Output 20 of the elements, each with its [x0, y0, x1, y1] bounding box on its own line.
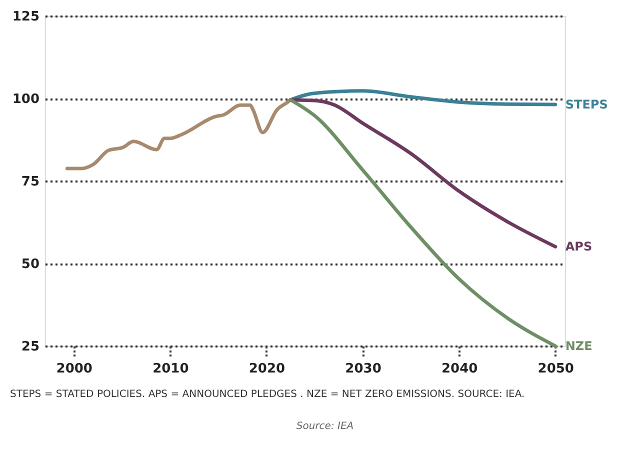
- y-tick-label: 75: [21, 174, 40, 190]
- x-tick-label: 2020: [248, 362, 286, 376]
- y-tick-label: 50: [21, 257, 40, 272]
- series-label: APS: [565, 240, 592, 254]
- series-label: NZE: [565, 339, 592, 353]
- line-series: [288, 89, 558, 106]
- text: STEPS = STATED POLICIES. APS = ANNOUNCED PLEDGES . NZE = NET ZERO EMISSIONS. SOURCE: IEA.: [10, 389, 525, 400]
- source-note: Source: IEA: [296, 421, 354, 432]
- y-tick-label: 125: [12, 10, 40, 24]
- line-series: [288, 98, 558, 248]
- x-tick-label: 2050: [538, 362, 574, 376]
- x-tick-label: 2030: [345, 362, 382, 376]
- line-series: [288, 98, 558, 348]
- series-label: STEPS: [565, 97, 608, 112]
- y-tick-label: 100: [12, 92, 40, 107]
- x-tick-label: 2000: [56, 362, 92, 376]
- x-tick-label: 2040: [441, 362, 478, 376]
- line-series: [65, 98, 292, 170]
- x-tick-label: 2010: [152, 362, 189, 376]
- y-tick-label: 25: [21, 340, 40, 354]
